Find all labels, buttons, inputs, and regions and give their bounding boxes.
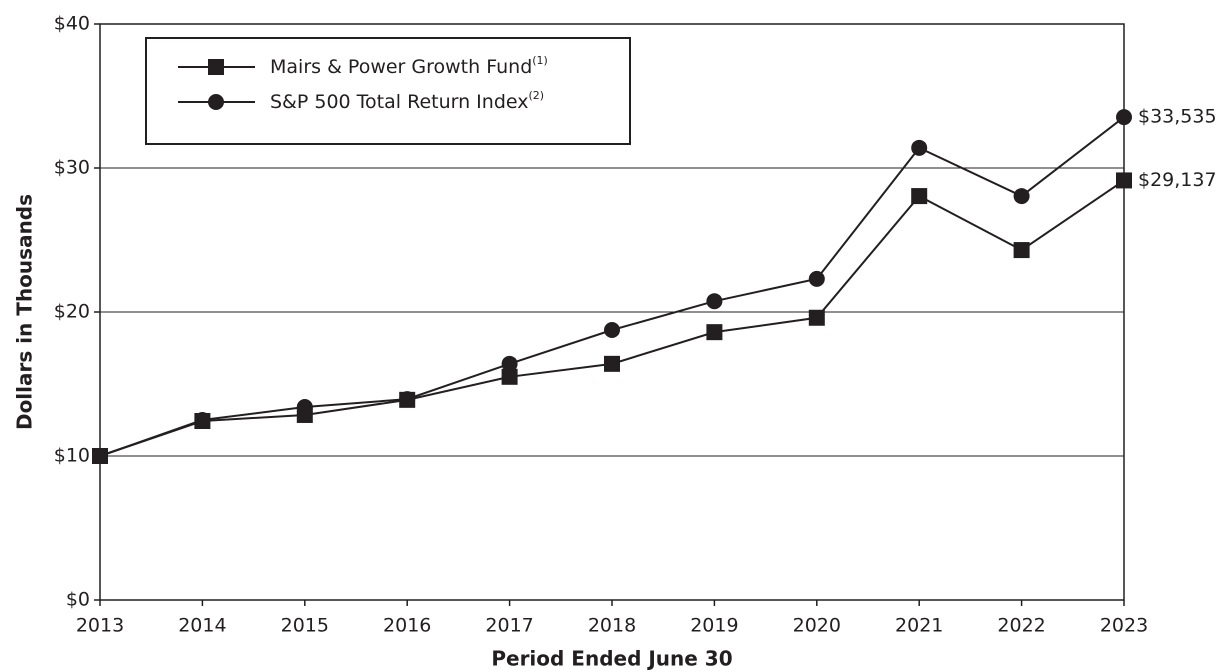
marker xyxy=(706,293,723,310)
marker xyxy=(604,322,620,338)
legend-note: (2) xyxy=(529,89,545,102)
x-tick-label: 2023 xyxy=(1100,615,1148,637)
y-tick-label: $0 xyxy=(66,589,90,611)
marker xyxy=(808,270,825,287)
marker xyxy=(92,448,108,464)
marker xyxy=(1116,109,1132,126)
legend-name: Mairs & Power Growth Fund xyxy=(270,56,532,78)
marker xyxy=(399,391,416,408)
marker xyxy=(296,399,313,416)
marker xyxy=(501,368,518,385)
x-tick-label: 2020 xyxy=(793,615,841,637)
marker xyxy=(604,355,620,372)
x-tick-label: 2015 xyxy=(281,615,329,637)
x-tick-label: 2022 xyxy=(997,615,1045,637)
marker xyxy=(911,188,928,205)
y-tick-label: $20 xyxy=(54,301,90,323)
series-line xyxy=(99,179,1125,457)
marker xyxy=(208,94,224,110)
marker xyxy=(1116,172,1132,189)
marker xyxy=(1013,242,1030,259)
marker xyxy=(194,412,211,428)
marker xyxy=(208,59,224,75)
marker xyxy=(911,139,928,156)
y-tick-label: $40 xyxy=(54,13,90,35)
marker xyxy=(1013,188,1030,205)
y-tick-label: $30 xyxy=(54,157,90,179)
legend-note: (1) xyxy=(532,54,548,67)
legend-label: S&P 500 Total Return Index(2) xyxy=(270,89,544,113)
y-tick-label: $10 xyxy=(54,445,90,467)
x-tick-label: 2019 xyxy=(690,615,738,637)
data-label: $33,535 xyxy=(1138,106,1217,128)
x-tick-label: 2017 xyxy=(485,615,533,637)
marker xyxy=(706,324,723,341)
marker xyxy=(808,309,825,326)
y-axis-title: Dollars in Thousands xyxy=(13,194,37,430)
x-axis-title: Period Ended June 30 xyxy=(491,647,732,671)
x-tick-label: 2016 xyxy=(383,615,431,637)
legend-box xyxy=(145,37,631,145)
x-tick-label: 2018 xyxy=(588,615,636,637)
legend-label: Mairs & Power Growth Fund(1) xyxy=(270,54,548,78)
legend-name: S&P 500 Total Return Index xyxy=(270,91,529,113)
x-tick-label: 2014 xyxy=(178,615,226,637)
x-tick-label: 2013 xyxy=(76,615,124,637)
x-tick-label: 2021 xyxy=(895,615,943,637)
marker xyxy=(501,355,518,372)
data-label: $29,137 xyxy=(1138,169,1217,191)
